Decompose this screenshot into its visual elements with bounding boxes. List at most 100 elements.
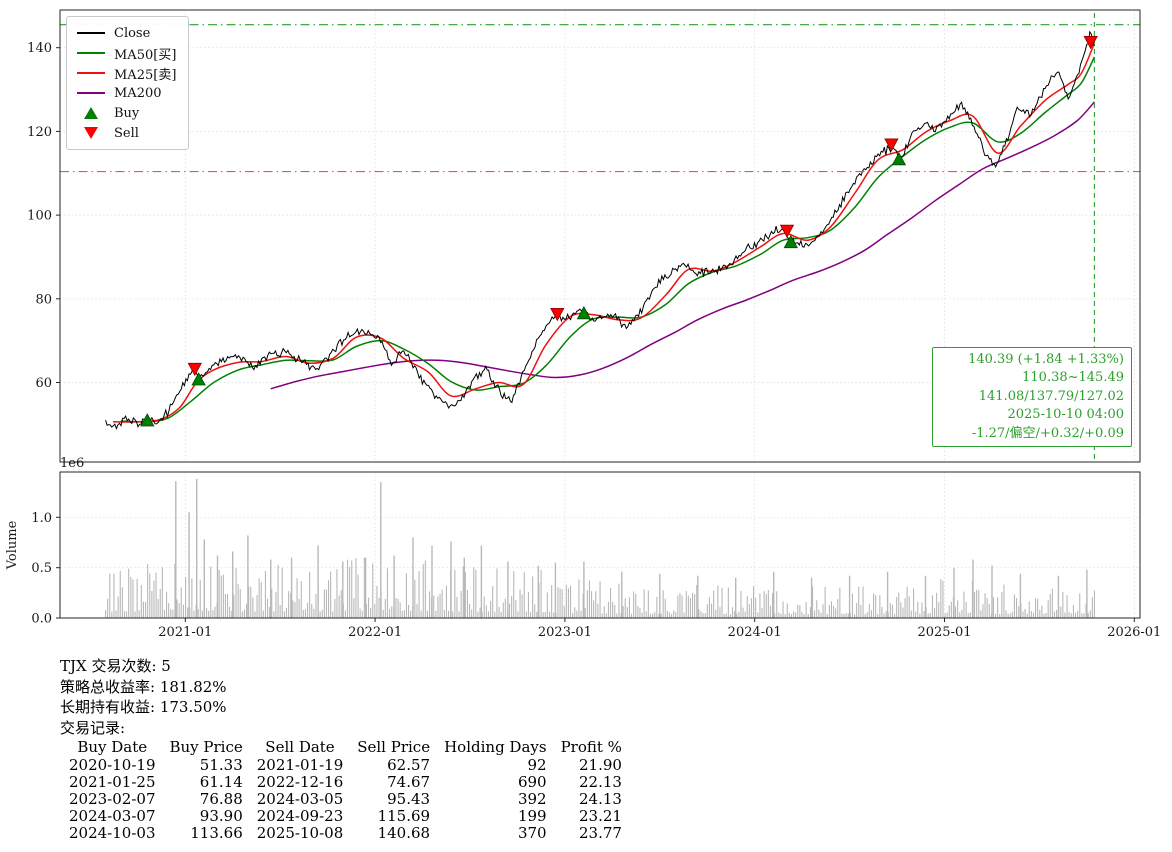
trade-col-header: Buy Price	[169, 738, 243, 756]
buy-marker	[140, 413, 155, 427]
buy-marker	[783, 234, 798, 249]
trade-cell: 113.66	[190, 823, 243, 842]
legend-item-ma50-: MA50[买]	[75, 43, 176, 63]
sell-marker	[1083, 36, 1098, 50]
volume-scale-label: 1e6	[60, 456, 84, 471]
trade-cell: 392	[517, 789, 547, 808]
trade-cell: 2025-10-08	[256, 823, 344, 842]
trade-col-header: Sell Price	[357, 738, 431, 756]
chart-legend: Close MA50[买] MA25[卖] MA200 Buy Sell	[66, 16, 190, 150]
sell-marker	[187, 362, 202, 377]
legend-item-buy: Buy	[75, 103, 176, 123]
trade-cell: 2021-01-25	[69, 772, 156, 791]
legend-label: Buy	[114, 105, 140, 121]
date-tick-label: 2025-01	[917, 625, 971, 640]
price-volume-chart: 60 80 100 120 140 0.0 0.5 1.0 2021-01 2022-01 2023…	[5, 9, 1161, 640]
trade-cell: 61.14	[199, 772, 243, 791]
trade-count-line: TJX 交易次数: 5	[60, 657, 171, 675]
stats-block: TJX 交易次数: 5 策略总收益率: 181.82% 长期持有收益: 173.…	[60, 656, 629, 842]
gridlines	[60, 10, 1140, 619]
price-tick-label: 140	[27, 41, 52, 56]
annotation-line-price: 140.39 (+1.84 +1.33%)	[968, 352, 1124, 367]
strategy-return-line: 策略总收益率: 181.82%	[60, 677, 227, 696]
volume-tick-label: 0.5	[31, 561, 52, 576]
trade-row: 2020-10-19 51.33 2021-01-19 62.57 92 21.90	[62, 755, 629, 774]
legend-label: Close	[114, 25, 151, 41]
legend-line-swatch	[75, 32, 107, 34]
hold-return-line: 长期持有收益: 173.50%	[60, 698, 227, 716]
trade-table: Buy Date Buy Price Sell Date Sell Price Hold…	[62, 738, 629, 842]
trade-col-header: Sell Date	[265, 738, 335, 756]
trade-cell: 95.43	[387, 789, 431, 808]
trade-col-header: Profit %	[560, 738, 622, 756]
legend-item-sell: Sell	[75, 123, 176, 143]
trade-cell: 199	[517, 806, 547, 825]
trade-row: 2021-01-25 61.14 2022-12-16 74.67 690 22.13	[62, 772, 629, 791]
trade-cell: 76.88	[199, 789, 243, 808]
annotation-line-mas: 141.08/137.79/127.02	[978, 388, 1124, 404]
trade-row: 2023-02-07 76.88 2024-03-05 95.43 392 24.13	[62, 789, 629, 808]
price-series	[105, 30, 1096, 431]
annotation-line-range: 110.38~145.49	[1022, 370, 1124, 386]
volume-axis-label: Volume	[5, 520, 20, 570]
trade-col-header: Buy Date	[77, 738, 148, 756]
trade-row: 2024-10-03 113.66 2025-10-08 140.68 370 23.77	[62, 823, 629, 842]
axes: 60 80 100 120 140 0.0 0.5 1.0 2021-01 2022-01 2023…	[5, 9, 1161, 640]
legend-item-ma25-: MA25[卖]	[75, 63, 176, 83]
trade-records-label: 交易记录:	[60, 718, 126, 737]
trade-cell: 2020-10-19	[69, 755, 156, 774]
volume-bars	[105, 479, 1095, 618]
price-tick-label: 100	[27, 209, 52, 224]
legend-line-swatch	[75, 92, 107, 94]
legend-item-close: Close	[75, 23, 176, 43]
trade-cell: 93.90	[199, 806, 243, 825]
sell-marker	[884, 138, 899, 152]
trade-cell: 2022-12-16	[256, 772, 344, 791]
trade-cell: 370	[517, 823, 547, 842]
trade-cell: 690	[517, 772, 547, 791]
trade-cell: 23.77	[578, 823, 622, 842]
date-tick-label: 2023-01	[538, 625, 592, 640]
trade-cell: 22.13	[578, 772, 622, 791]
legend-label: MA200	[114, 85, 162, 101]
legend-label: MA25[卖]	[114, 67, 177, 83]
price-tick-label: 60	[35, 376, 52, 391]
trade-cell: 74.67	[387, 772, 431, 791]
trade-table-header-row: Buy Date Buy Price Sell Date Sell Price Hold…	[62, 738, 629, 757]
trade-cell: 2023-02-07	[69, 789, 156, 808]
close-line	[105, 30, 1095, 431]
trade-cell: 2024-10-03	[69, 823, 156, 842]
trade-cell: 2021-01-19	[256, 755, 344, 774]
trade-cell: 23.21	[578, 806, 622, 825]
trade-cell: 115.69	[377, 806, 431, 825]
trade-cell: 140.68	[377, 823, 431, 842]
price-tick-label: 80	[35, 292, 52, 307]
date-tick-label: 2022-01	[348, 625, 402, 640]
buy-marker	[576, 305, 592, 320]
annotation-line-datetime: 2025-10-10 04:00	[1007, 407, 1124, 423]
sell-marker-icon	[75, 127, 107, 139]
legend-label: MA50[买]	[114, 47, 177, 63]
trade-markers	[140, 36, 1098, 427]
trade-cell: 92	[527, 755, 547, 774]
annotation-line-signal: -1.27/偏空/+0.32/+0.09	[971, 425, 1124, 441]
legend-label: Sell	[114, 125, 139, 141]
trade-row: 2024-03-07 93.90 2024-09-23 115.69 199 23.21	[62, 806, 629, 825]
date-tick-label: 2021-01	[158, 625, 212, 640]
trade-cell: 21.90	[578, 755, 622, 774]
buy-marker-icon	[75, 107, 107, 119]
trade-cell: 2024-09-23	[256, 806, 344, 825]
price-tick-label: 120	[27, 125, 52, 140]
sell-marker	[779, 224, 795, 238]
ma200-line	[270, 101, 1095, 390]
legend-line-swatch	[75, 52, 107, 54]
quote-annotation-box: 140.39 (+1.84 +1.33%) 110.38~145.49 141.…	[932, 347, 1132, 448]
volume-tick-label: 0.0	[31, 612, 52, 627]
trade-cell: 51.33	[199, 755, 243, 774]
sell-marker	[550, 307, 565, 322]
trade-col-header: Holding Days	[444, 738, 547, 756]
date-tick-label: 2024-01	[728, 625, 782, 640]
trade-cell: 24.13	[578, 789, 622, 808]
volume-tick-label: 1.0	[31, 511, 52, 526]
